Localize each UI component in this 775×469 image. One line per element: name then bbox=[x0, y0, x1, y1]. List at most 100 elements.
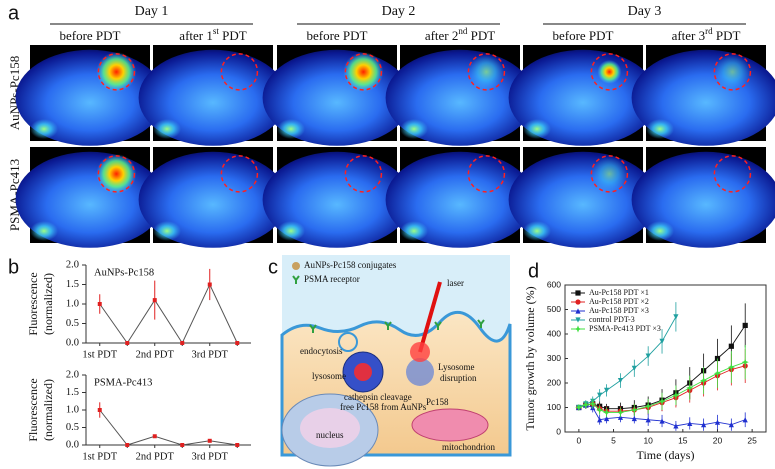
tumor-outline bbox=[713, 155, 752, 193]
marker bbox=[575, 403, 583, 412]
legend-label: Au-Pc158 PDT ×3 bbox=[589, 306, 649, 315]
column-header: before PDT bbox=[59, 28, 120, 43]
y-tick-label: 100 bbox=[547, 402, 561, 412]
diagram-label: cathepsin cleavage bbox=[344, 392, 412, 402]
day-header: Day 1 bbox=[135, 4, 169, 19]
marker bbox=[589, 400, 597, 408]
tumor-outline bbox=[590, 53, 629, 91]
data-line bbox=[99, 283, 238, 345]
x-tick-label: 10 bbox=[643, 435, 653, 445]
laser-beam bbox=[418, 281, 442, 353]
image-hotspot bbox=[591, 155, 628, 192]
diagram-label: Lysosome bbox=[438, 362, 475, 372]
marker bbox=[727, 363, 735, 371]
image-hotspot bbox=[96, 153, 137, 194]
point bbox=[97, 408, 102, 412]
marker bbox=[728, 422, 734, 428]
diagram: AuNPs-Pc158 conjugates PSMA receptor las… bbox=[280, 255, 512, 467]
image-spot bbox=[153, 119, 181, 139]
marker bbox=[645, 353, 651, 359]
image-spot bbox=[523, 221, 551, 241]
y-tick-label: 200 bbox=[547, 377, 561, 387]
tumor-outline bbox=[467, 53, 506, 91]
marker bbox=[686, 384, 694, 392]
cleavage bbox=[354, 363, 372, 381]
diagram-label: laser bbox=[447, 278, 464, 288]
y-axis-label: (normalized) bbox=[41, 273, 55, 335]
y-tick-label: 0.0 bbox=[66, 337, 79, 348]
diagram-label: nucleus bbox=[316, 430, 344, 440]
marker bbox=[582, 401, 590, 409]
column-header-sup: st bbox=[213, 26, 220, 36]
diagram-label: Pc158 bbox=[426, 397, 449, 407]
column-header-part: PDT bbox=[219, 28, 247, 43]
receptors bbox=[309, 319, 485, 333]
row-label: AuNPs-Pc158 bbox=[7, 56, 22, 130]
x-tick-label: 20 bbox=[713, 435, 723, 445]
point bbox=[125, 443, 130, 447]
y-tick-label: 1.0 bbox=[66, 298, 79, 309]
legend-label: Au-Pc158 PDT ×1 bbox=[589, 288, 649, 297]
marker bbox=[644, 402, 652, 410]
image-spot bbox=[277, 119, 305, 139]
y-tick-label: 500 bbox=[547, 304, 561, 314]
point bbox=[207, 438, 212, 443]
annotation: AuNPs-Pc158 bbox=[94, 267, 154, 278]
tumor-outline bbox=[97, 53, 136, 91]
marker bbox=[574, 325, 582, 333]
marker bbox=[631, 365, 637, 371]
marker bbox=[672, 391, 680, 399]
column-header: before PDT bbox=[552, 28, 613, 43]
data-line bbox=[99, 409, 238, 446]
y-tick-label: 0.5 bbox=[66, 318, 79, 329]
marker bbox=[701, 422, 707, 428]
x-tick-label: 2nd PDT bbox=[136, 451, 175, 462]
column-header-part: after 3 bbox=[672, 28, 706, 43]
marker bbox=[658, 397, 666, 405]
marker bbox=[673, 314, 679, 320]
x-tick-label: 15 bbox=[678, 435, 688, 445]
column-header-part: after 1 bbox=[179, 28, 213, 43]
marker bbox=[714, 419, 721, 425]
endosome bbox=[338, 332, 358, 352]
column-header: after 1st PDT bbox=[179, 26, 246, 43]
panel-label: a bbox=[8, 2, 20, 24]
marker bbox=[575, 308, 581, 314]
tumor-outline bbox=[97, 155, 136, 193]
mitochondrion bbox=[411, 408, 489, 442]
x-tick-label: 25 bbox=[747, 435, 757, 445]
marker bbox=[597, 417, 603, 423]
x-tick-label: 2nd PDT bbox=[136, 349, 175, 360]
image-spot bbox=[30, 119, 58, 139]
day-header: Day 3 bbox=[628, 4, 662, 19]
point bbox=[235, 341, 240, 345]
column-header-sup: rd bbox=[705, 26, 713, 36]
y-tick-label: 0.0 bbox=[66, 439, 79, 450]
marker bbox=[631, 415, 637, 422]
conjugate-icon bbox=[292, 262, 300, 270]
image-spot bbox=[30, 221, 58, 241]
y-tick-label: 1.5 bbox=[66, 387, 79, 398]
marker bbox=[616, 408, 625, 416]
tumor-outline bbox=[344, 155, 383, 193]
marker bbox=[687, 420, 693, 427]
disrupted-lysosome bbox=[406, 358, 434, 386]
image-hotspot bbox=[343, 51, 384, 92]
diagram-label: endocytosis bbox=[300, 346, 343, 356]
tumor-outline bbox=[467, 155, 506, 193]
y-tick-label: 0 bbox=[556, 426, 561, 436]
marker bbox=[597, 392, 603, 398]
legend-label: PSMA-Pc413 PDT ×3 bbox=[589, 324, 661, 333]
marker bbox=[659, 338, 665, 344]
panel-label: d bbox=[528, 260, 539, 282]
point bbox=[97, 302, 102, 306]
column-header-part: PDT bbox=[467, 28, 495, 43]
receptor-icon bbox=[292, 275, 300, 284]
x-tick-label: 3rd PDT bbox=[192, 451, 229, 462]
x-tick-label: 0 bbox=[576, 435, 581, 445]
y-tick-label: 1.5 bbox=[66, 279, 79, 290]
marker bbox=[742, 322, 748, 329]
tumor-outline bbox=[220, 155, 259, 193]
marker bbox=[728, 343, 734, 349]
y-tick-label: 2.0 bbox=[66, 259, 79, 270]
